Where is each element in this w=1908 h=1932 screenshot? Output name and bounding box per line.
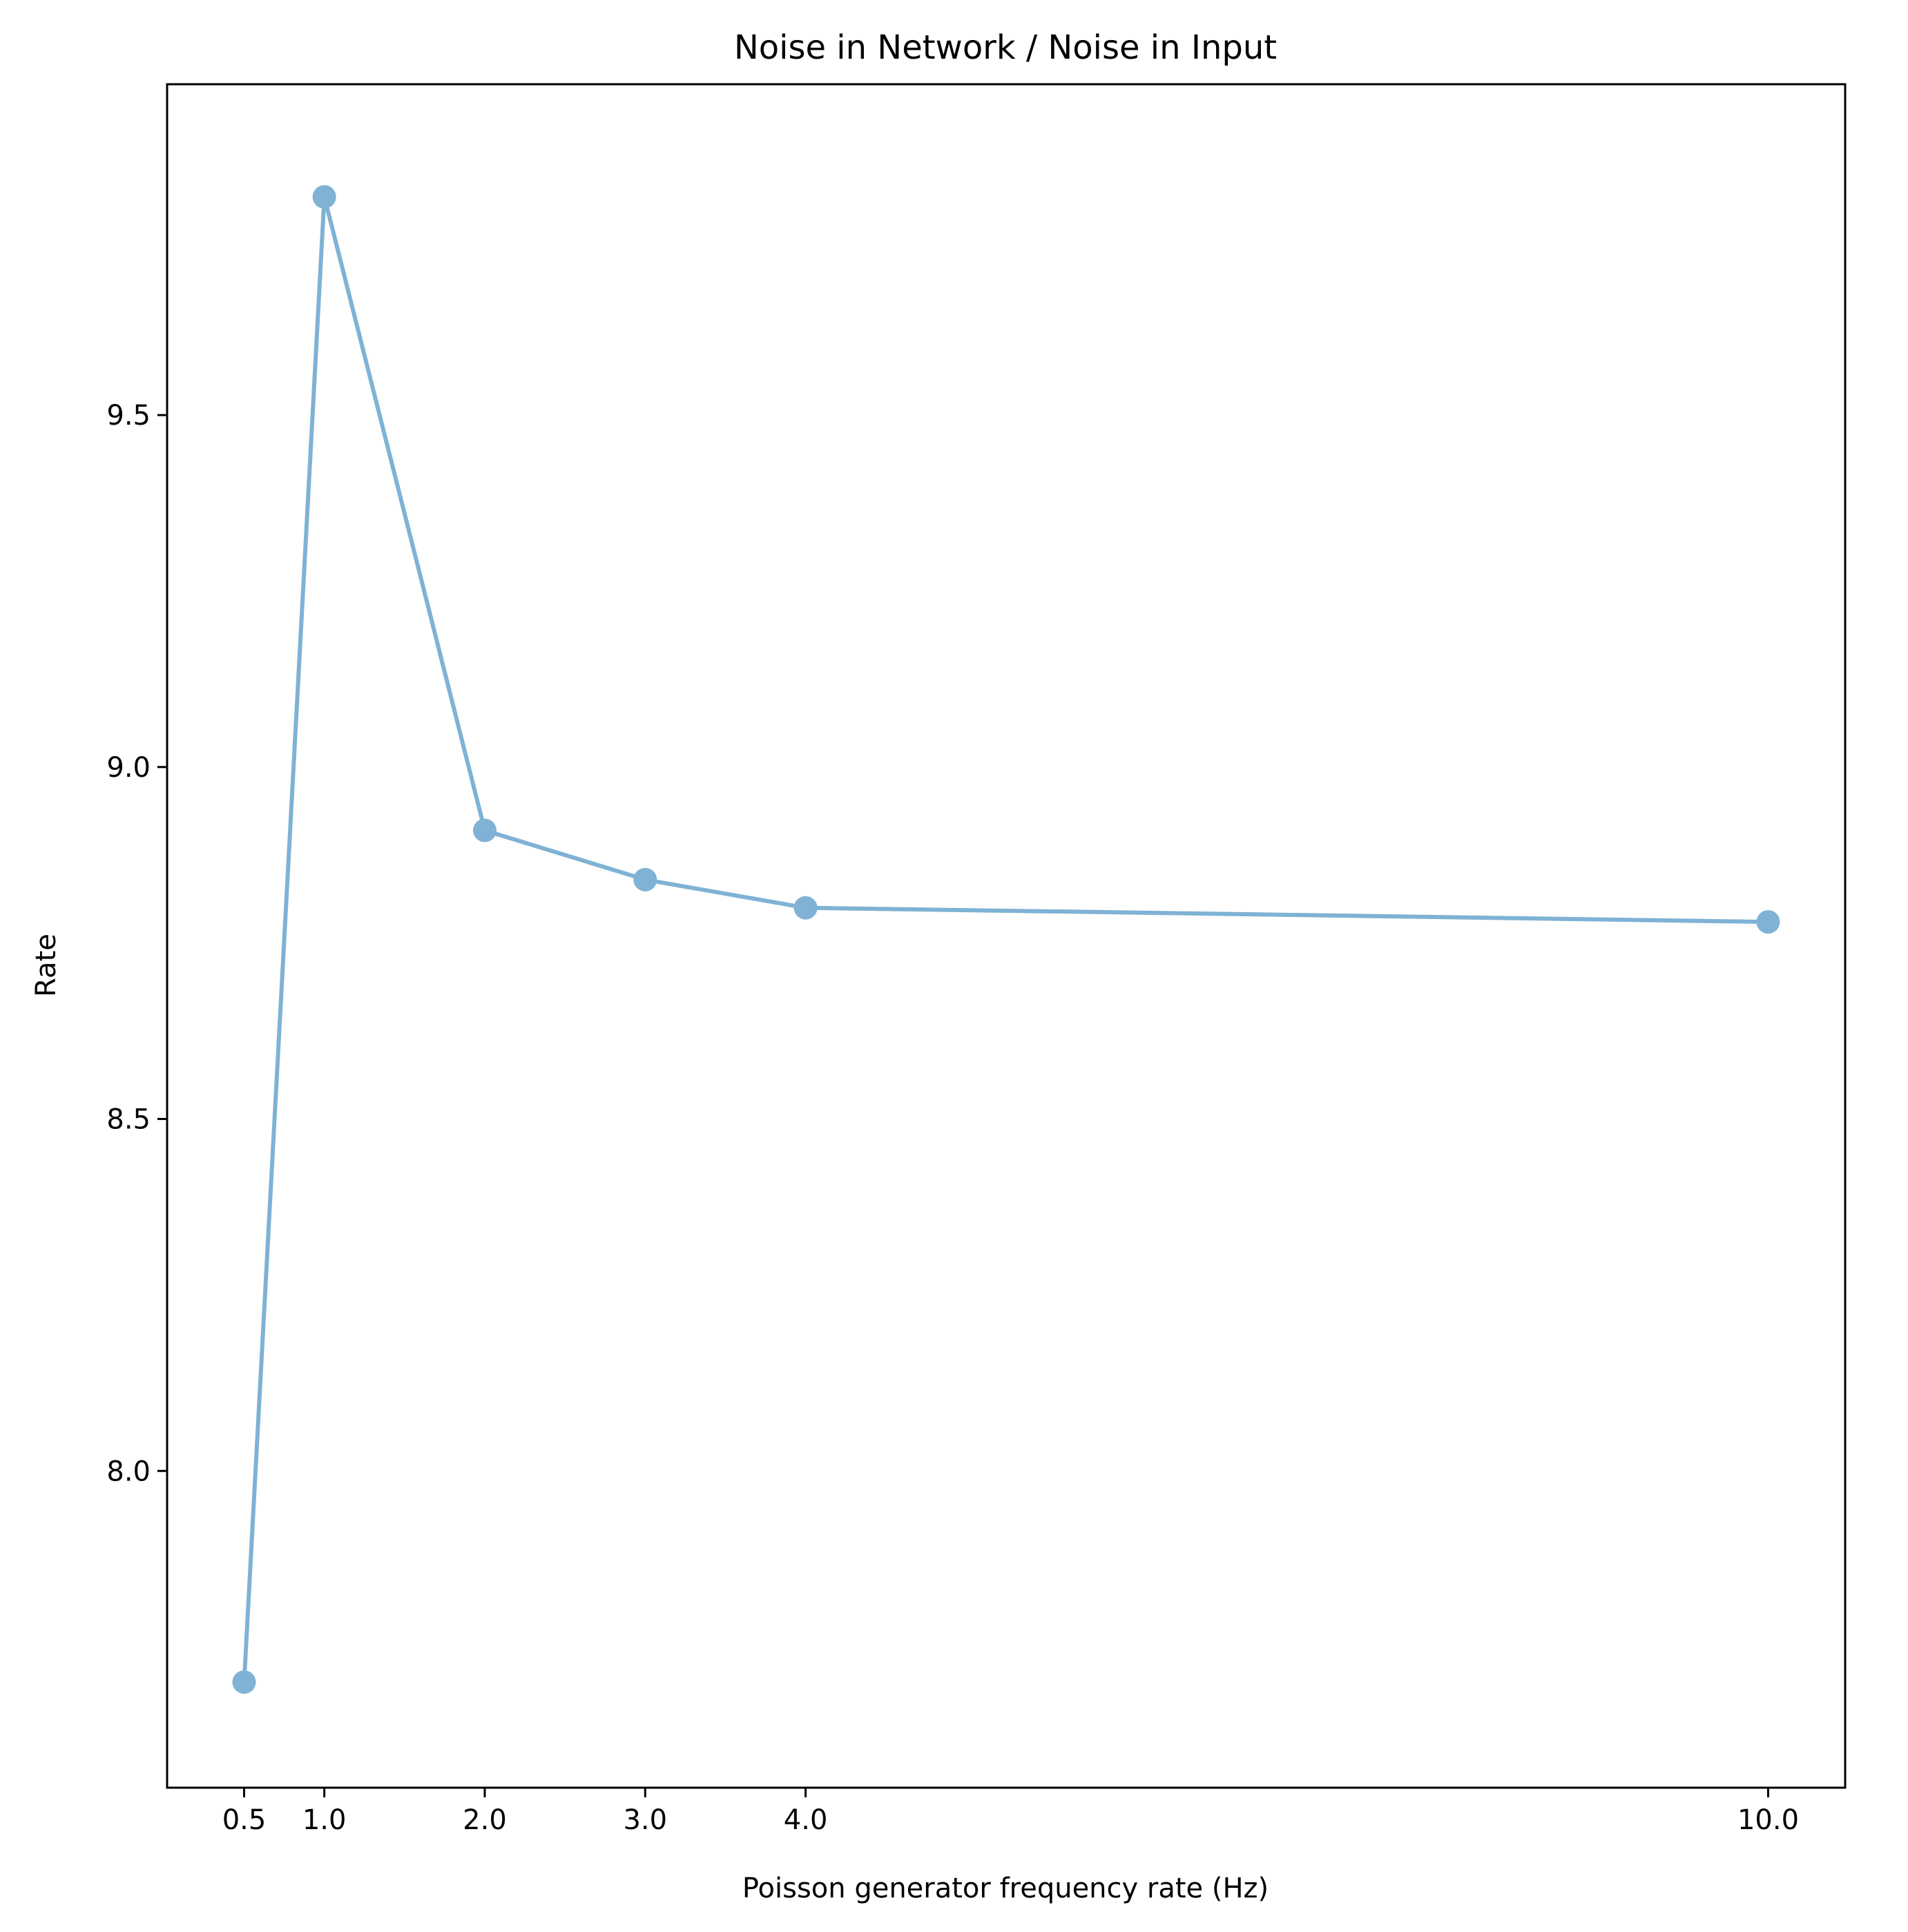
data-point [232, 1670, 256, 1694]
x-tick-label: 0.5 [222, 1804, 267, 1836]
series-line [242, 195, 1769, 1683]
y-tick-label: 9.0 [106, 752, 151, 784]
plot-area [232, 185, 1780, 1694]
data-point [472, 818, 497, 842]
y-tick-label: 8.0 [106, 1456, 151, 1487]
y-axis-label: Rate [30, 934, 62, 997]
chart-title: Noise in Network / Noise in Input [734, 28, 1277, 67]
data-point [1756, 910, 1780, 934]
y-tick-label: 8.5 [106, 1104, 151, 1136]
y-tick-label: 9.5 [106, 400, 151, 432]
y-axis: 8.0 8.5 9.0 9.5 [106, 400, 167, 1487]
data-point [312, 185, 336, 209]
x-tick-label: 2.0 [463, 1804, 507, 1836]
x-axis-label: Poisson generator frequency rate (Hz) [742, 1873, 1269, 1904]
x-axis: 0.5 1.0 2.0 3.0 4.0 10.0 [222, 1788, 1799, 1836]
x-tick-label: 4.0 [784, 1804, 828, 1836]
x-tick-label: 10.0 [1737, 1804, 1799, 1836]
x-tick-label: 1.0 [302, 1804, 347, 1836]
x-tick-label: 3.0 [623, 1804, 667, 1836]
data-point [633, 867, 657, 891]
plot-frame [166, 83, 1847, 1789]
data-point [793, 896, 818, 920]
